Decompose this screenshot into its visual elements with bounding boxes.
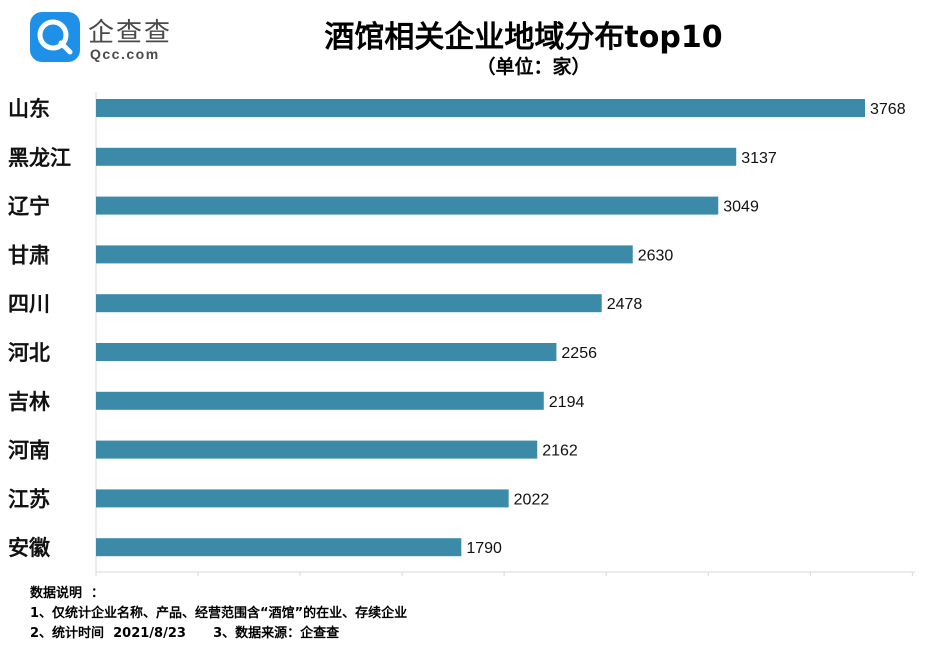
bar-value-label: 2162 [542, 443, 578, 460]
category-label: 河北 [8, 341, 50, 365]
logo-name: 企查查 [88, 18, 173, 48]
category-label: 辽宁 [8, 195, 50, 219]
qcc-logo-icon [30, 12, 80, 62]
bar-value-label: 3768 [870, 101, 906, 118]
bar-chart: 山东 3768 黑龙江 3137 辽宁 3049 甘肃 2630 四川 2478 河北 2256 吉林 2… [8, 92, 915, 576]
notes-line-2: 2、统计时间 2021/8/23 3、数据来源：企查查 [30, 626, 340, 641]
bar-value-label: 2478 [607, 296, 643, 313]
bar [96, 294, 602, 313]
notes-heading: 数据说明 ： [30, 586, 105, 601]
chart-title: 酒馆相关企业地域分布top10 [324, 20, 723, 55]
category-label: 黑龙江 [8, 146, 71, 170]
bar [96, 343, 557, 361]
bar [96, 489, 509, 508]
bar [96, 440, 538, 459]
bar-value-label: 2022 [514, 491, 550, 508]
bar [96, 196, 719, 215]
bar-value-label: 2256 [561, 345, 597, 362]
bar-value-label: 3049 [723, 199, 759, 216]
logo: 企查查 Qcc.com [30, 8, 190, 64]
bar [96, 99, 865, 117]
category-label: 甘肃 [8, 243, 50, 267]
bar [96, 147, 737, 166]
bar-value-label: 3137 [741, 150, 777, 167]
logo-domain: Qcc.com [90, 46, 160, 62]
bar [96, 538, 462, 557]
bar-value-label: 1790 [466, 540, 502, 557]
category-label: 安徽 [8, 536, 51, 560]
category-label: 山东 [8, 97, 50, 121]
category-label: 四川 [8, 292, 50, 316]
bar [96, 245, 633, 264]
chart-subtitle: （单位：家） [476, 56, 591, 78]
bar-value-label: 2194 [549, 394, 585, 411]
data-notes: 数据说明 ： 1、仅统计企业名称、产品、经营范围含“酒馆”的在业、存续企业 2、… [30, 584, 407, 644]
category-label: 吉林 [8, 390, 50, 414]
notes-line-1: 1、仅统计企业名称、产品、经营范围含“酒馆”的在业、存续企业 [30, 606, 408, 621]
bar [96, 391, 544, 410]
category-label: 江苏 [8, 487, 50, 511]
category-label: 河南 [8, 439, 50, 463]
bar-value-label: 2630 [638, 247, 674, 264]
